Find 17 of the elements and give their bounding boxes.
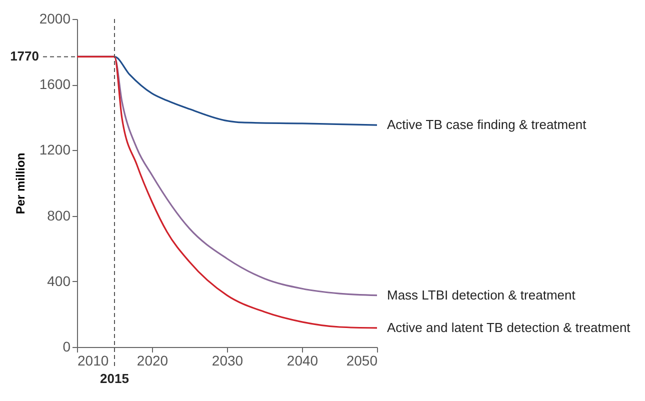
ref-line-label: 1770 [10,48,39,64]
x-tick-label: 2030 [212,352,244,368]
series-label: Active and latent TB detection & treatment [387,320,631,335]
y-axis-title: Per million [13,152,28,214]
x-tick-label: 2010 [78,352,109,368]
y-tick-label: 400 [47,272,71,289]
series-label: Active TB case finding & treatment [387,117,587,132]
y-tick-label: 0 [62,338,71,354]
y-tick-label: 1200 [39,142,71,158]
y-tick-label: 2000 [39,10,71,26]
ref-line-label: 2015 [100,371,129,386]
x-tick-label: 2050 [346,352,378,368]
y-tick-label: 800 [47,207,71,224]
x-tick-label: 2040 [286,352,318,368]
x-tick-label: 2020 [136,352,168,368]
series-label: Mass LTBI detection & treatment [387,287,576,302]
y-tick-label: 1600 [39,76,71,92]
